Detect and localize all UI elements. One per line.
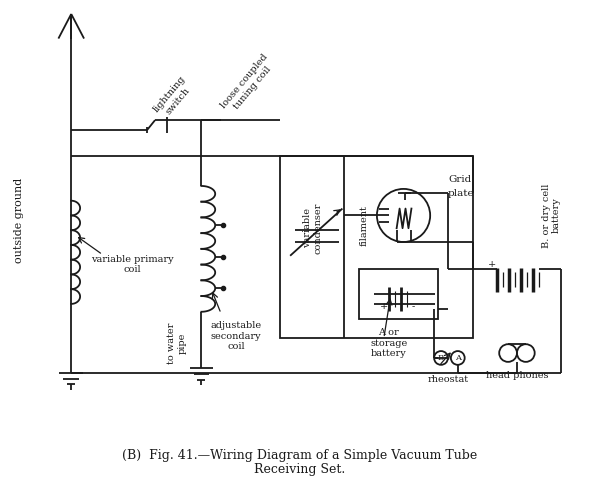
Text: B: B — [438, 354, 444, 362]
Text: (B)  Fig. 41.—Wiring Diagram of a Simple Vacuum Tube: (B) Fig. 41.—Wiring Diagram of a Simple … — [122, 449, 478, 462]
Text: A or
storage
battery: A or storage battery — [370, 328, 407, 358]
Bar — [280, 157, 473, 338]
Text: filament: filament — [359, 205, 368, 246]
Text: to water
pipe: to water pipe — [167, 322, 187, 364]
Text: +: + — [380, 302, 388, 311]
Text: Receiving Set.: Receiving Set. — [254, 464, 346, 476]
Bar — [359, 269, 438, 319]
Text: rheostat: rheostat — [427, 375, 469, 384]
Text: B. or dry cell
battery: B. or dry cell battery — [542, 183, 561, 248]
Text: A: A — [455, 354, 461, 362]
Text: loose coupled
tuning coil: loose coupled tuning coil — [220, 53, 278, 117]
Text: Grid: Grid — [448, 174, 471, 184]
Text: outside ground: outside ground — [14, 178, 24, 263]
Text: -: - — [412, 302, 415, 311]
Text: lightning
switch: lightning switch — [152, 74, 196, 121]
Text: +: + — [488, 260, 496, 269]
Text: variable
condenser: variable condenser — [303, 202, 323, 254]
Text: adjustable
secondary
coil: adjustable secondary coil — [211, 321, 262, 351]
Text: head phones: head phones — [485, 371, 548, 380]
Text: plate: plate — [448, 189, 475, 198]
Text: variable primary
coil: variable primary coil — [91, 255, 173, 274]
